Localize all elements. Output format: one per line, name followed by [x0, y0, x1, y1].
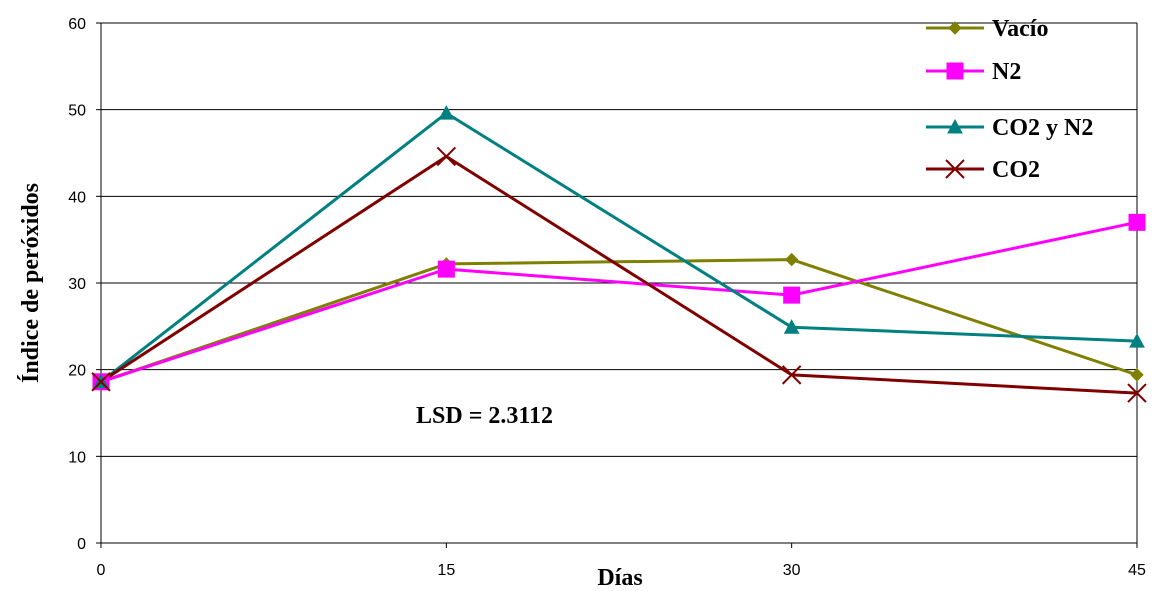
legend-label-3: CO2 [992, 157, 1040, 183]
series-markers [91, 105, 1147, 403]
legend-marker-2 [947, 118, 963, 134]
data-point-s0-x45 [1130, 368, 1144, 382]
legend-marker-1 [946, 62, 964, 80]
x-tick-label-30: 30 [783, 562, 801, 579]
series-line-1 [100, 220, 1138, 384]
data-point-s1-x30 [783, 286, 801, 304]
series-line-0 [100, 258, 1138, 384]
y-tick-label-20: 20 [68, 363, 86, 380]
x-tick-label-0: 0 [97, 562, 106, 579]
y-tick-label-0: 0 [77, 536, 86, 553]
legend-label-1: N2 [992, 59, 1021, 85]
data-point-s3-x0 [91, 372, 111, 392]
x-tick-label-45: 45 [1128, 562, 1146, 579]
y-tick-label-50: 50 [68, 103, 86, 120]
series-lines [100, 111, 1138, 395]
x-tick-labels: 0 15 30 45 [97, 543, 1146, 579]
x-tick-label-15: 15 [437, 562, 455, 579]
legend-label-0: Vacío [992, 16, 1048, 42]
data-point-s1-x15 [437, 260, 455, 278]
lsd-annotation: LSD = 2.3112 [416, 403, 553, 429]
y-axis-title: Índice de peróxidos [18, 183, 44, 383]
legend: Vacío N2 CO2 y N2 CO2 [926, 16, 1093, 183]
y-tick-label-30: 30 [68, 276, 86, 293]
data-point-s2-x30 [783, 319, 800, 334]
series-line-3 [100, 154, 1138, 395]
y-tick-label-60: 60 [68, 16, 86, 33]
legend-marker-0 [948, 21, 962, 35]
data-point-s1-x45 [1128, 213, 1146, 231]
series-line-2 [100, 111, 1138, 383]
data-point-s0-x30 [784, 252, 799, 267]
y-tick-label-40: 40 [68, 189, 86, 206]
y-tick-labels: 0 10 20 30 40 50 60 [68, 16, 101, 553]
data-point-s3-x45 [1127, 383, 1147, 403]
data-point-s2-x45 [1129, 333, 1145, 348]
legend-label-2: CO2 y N2 [992, 115, 1093, 141]
data-point-s2-x15 [438, 105, 455, 120]
legend-marker-3 [945, 159, 965, 179]
data-point-s3-x15 [436, 146, 457, 167]
y-tick-label-10: 10 [68, 449, 86, 466]
data-point-s3-x30 [781, 365, 802, 385]
x-axis-title: Días [597, 565, 642, 591]
